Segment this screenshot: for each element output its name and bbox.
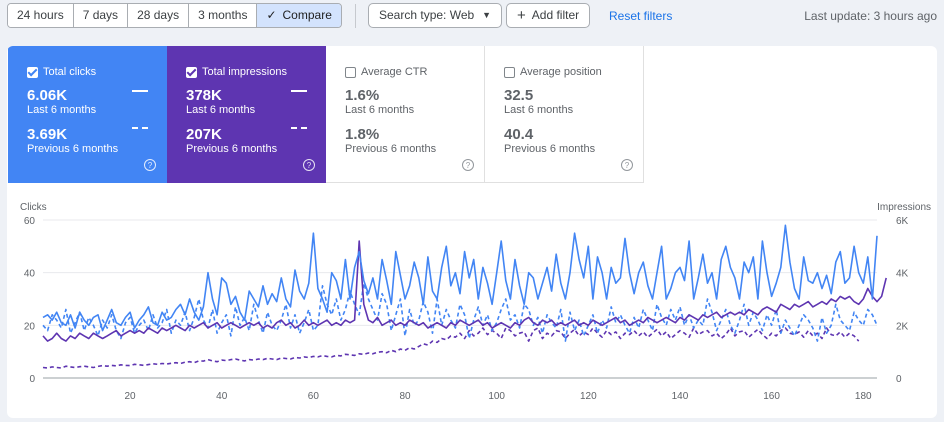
y-right-tick-label: 2K <box>896 321 909 332</box>
help-icon[interactable]: ? <box>303 159 315 171</box>
metric-previous-value: 207K <box>186 126 222 143</box>
caret-down-icon: ▼ <box>482 10 492 20</box>
metric-current-label: Last 6 months <box>186 104 256 116</box>
compare-button[interactable]: ✓ Compare <box>257 4 341 27</box>
metric-current-label: Last 6 months <box>504 104 574 116</box>
metric-title: Total impressions <box>202 66 287 78</box>
dashed-line-legend-icon <box>132 127 148 129</box>
y-right-tick-label: 6K <box>896 216 909 227</box>
metric-card-total-clicks[interactable]: Total clicks 6.06K Last 6 months 3.69K P… <box>8 46 167 183</box>
range-3-months-button[interactable]: 3 months <box>189 4 258 27</box>
series-line-previous-clicks <box>42 282 878 342</box>
metric-current-label: Last 6 months <box>27 104 97 116</box>
metric-previous-value: 40.4 <box>504 126 534 143</box>
y-axis-right-title: Impressions <box>877 202 931 213</box>
y-axis-left-title: Clicks <box>20 202 47 213</box>
x-tick-label: 180 <box>855 391 872 402</box>
dashed-line-legend-icon <box>291 127 307 129</box>
plus-icon: + <box>517 7 526 24</box>
y-right-tick-label: 4K <box>896 269 909 280</box>
performance-chart[interactable]: Clicks Impressions 0 20 40 60 0 2K 4K 6K 20 40 60 80 1… <box>7 196 937 418</box>
x-tick-label: 80 <box>399 391 411 402</box>
metric-title: Total clicks <box>43 66 97 78</box>
x-tick-label: 160 <box>763 391 780 402</box>
metric-card-total-impressions[interactable]: Total impressions 378K Last 6 months 207… <box>167 46 326 183</box>
x-tick-label: 60 <box>308 391 320 402</box>
checkbox-checked-icon[interactable] <box>186 66 197 78</box>
series-line-current-impressions <box>42 240 887 342</box>
metric-previous-value: 3.69K <box>27 126 68 143</box>
metric-current-label: Last 6 months <box>345 104 415 116</box>
x-tick-label: 140 <box>672 391 689 402</box>
checkbox-unchecked-icon[interactable] <box>345 66 356 78</box>
y-left-tick-label: 20 <box>24 321 36 332</box>
metric-title: Average CTR <box>361 66 428 78</box>
x-tick-label: 40 <box>216 391 228 402</box>
metric-card-average-position[interactable]: Average position 32.5 Last 6 months 40.4… <box>485 46 644 183</box>
solid-line-legend-icon <box>291 90 307 92</box>
metric-previous-label: Previous 6 months <box>504 143 596 155</box>
search-type-label: Search type: Web <box>379 8 475 22</box>
checkbox-unchecked-icon[interactable] <box>504 66 515 78</box>
add-filter-label: Add filter <box>531 8 580 22</box>
add-filter-button[interactable]: + Add filter <box>506 3 591 28</box>
solid-line-legend-icon <box>132 90 148 92</box>
range-7-days-button[interactable]: 7 days <box>73 4 129 27</box>
metric-current-value: 32.5 <box>504 87 534 104</box>
x-tick-label: 120 <box>580 391 597 402</box>
help-icon[interactable]: ? <box>462 159 474 171</box>
series-line-previous-impressions <box>42 327 860 369</box>
x-tick-label: 20 <box>125 391 137 402</box>
help-icon[interactable]: ? <box>144 159 156 171</box>
metric-previous-label: Previous 6 months <box>345 143 437 155</box>
range-28-days-button[interactable]: 28 days <box>128 4 190 27</box>
compare-label: Compare <box>282 8 332 22</box>
metric-title: Average position <box>520 66 602 78</box>
metric-previous-label: Previous 6 months <box>27 143 119 155</box>
last-update-text: Last update: 3 hours ago <box>804 9 937 23</box>
range-24-hours-button[interactable]: 24 hours <box>8 4 74 27</box>
metric-previous-value: 1.8% <box>345 126 380 143</box>
checkbox-checked-icon[interactable] <box>27 66 38 78</box>
metric-previous-label: Previous 6 months <box>186 143 278 155</box>
x-tick-label: 100 <box>488 391 505 402</box>
metric-card-average-ctr[interactable]: Average CTR 1.6% Last 6 months 1.8% Prev… <box>326 46 485 183</box>
metric-current-value: 1.6% <box>345 87 380 104</box>
metric-current-value: 6.06K <box>27 87 68 104</box>
check-icon: ✓ <box>266 8 277 22</box>
reset-filters-link[interactable]: Reset filters <box>609 9 673 23</box>
y-left-tick-label: 60 <box>24 216 36 227</box>
series-line-current-clicks <box>42 224 878 332</box>
help-icon[interactable]: ? <box>621 159 633 171</box>
toolbar: 24 hours 7 days 28 days 3 months ✓ Compar… <box>0 0 944 38</box>
y-left-tick-label: 40 <box>24 269 36 280</box>
y-right-tick-label: 0 <box>896 374 902 385</box>
y-left-tick-label: 0 <box>29 374 35 385</box>
toolbar-divider <box>355 4 356 28</box>
search-type-dropdown[interactable]: Search type: Web ▼ <box>368 3 503 28</box>
metric-current-value: 378K <box>186 87 222 104</box>
date-range-selector: 24 hours 7 days 28 days 3 months ✓ Compar… <box>7 3 342 28</box>
performance-panel: Total clicks 6.06K Last 6 months 3.69K P… <box>7 46 937 418</box>
